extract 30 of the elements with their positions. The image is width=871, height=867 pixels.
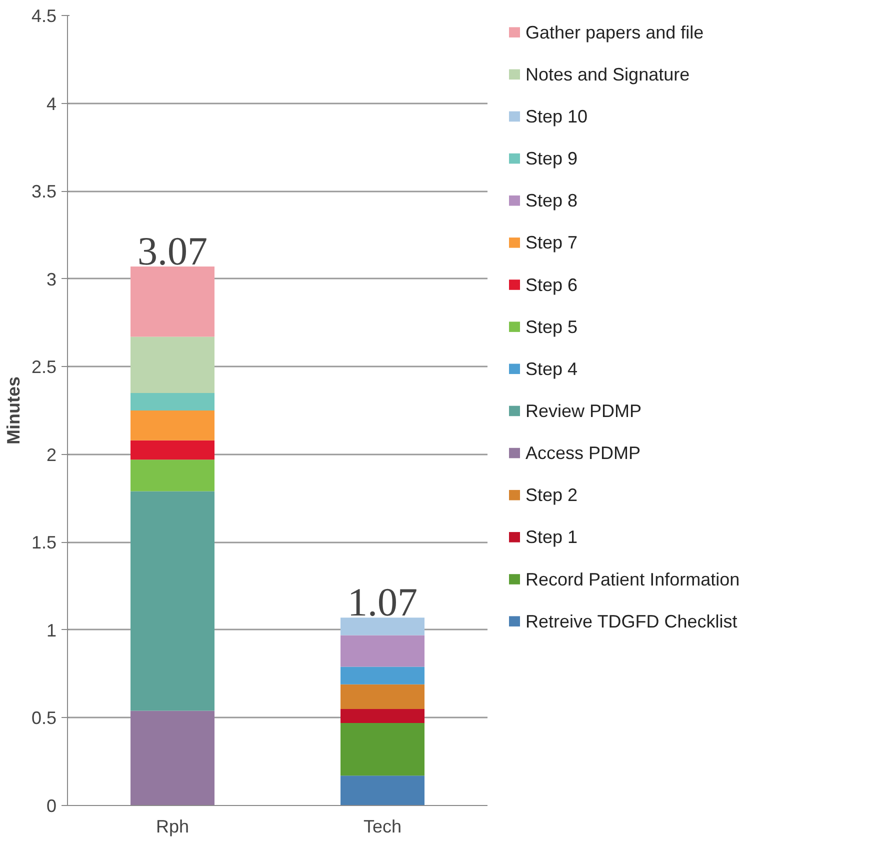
y-tick-label: 0.5 xyxy=(31,708,57,728)
legend-label: Step 10 xyxy=(526,106,588,126)
legend-label: Step 5 xyxy=(526,316,578,337)
total-label: 3.07 xyxy=(138,228,208,274)
legend-label: Access PDMP xyxy=(526,443,641,464)
y-tick-label: 1 xyxy=(46,620,57,640)
legend-label: Step 6 xyxy=(526,274,578,295)
legend-label: Step 4 xyxy=(526,358,578,379)
y-tick-label: 3 xyxy=(46,269,57,290)
legend-label: Step 7 xyxy=(526,232,578,253)
y-axis-title: Minutes xyxy=(3,376,24,444)
x-tick-label: Rph xyxy=(156,816,190,836)
y-tick-label: 4 xyxy=(46,94,57,114)
legend-label: Record Patient Information xyxy=(526,569,740,590)
legend-label: Step 8 xyxy=(526,190,578,211)
y-tick-label: 3.5 xyxy=(31,182,57,202)
total-label: 1.07 xyxy=(348,580,418,625)
y-tick-label: 4.5 xyxy=(31,6,57,26)
legend-label: Gather papers and file xyxy=(526,22,704,42)
legend-label: Review PDMP xyxy=(526,400,642,421)
x-tick-label: Tech xyxy=(363,816,402,836)
legend-label: Step 9 xyxy=(526,148,578,169)
y-tick-label: 2 xyxy=(46,444,57,465)
legend-label: Notes and Signature xyxy=(526,64,690,84)
y-tick-label: 1.5 xyxy=(31,532,57,553)
legend-label: Retreive TDGFD Checklist xyxy=(526,611,738,632)
legend-label: Step 2 xyxy=(526,485,578,506)
y-tick-label: 0 xyxy=(46,796,57,816)
y-tick-label: 2.5 xyxy=(31,357,57,378)
legend-label: Step 1 xyxy=(526,527,578,548)
